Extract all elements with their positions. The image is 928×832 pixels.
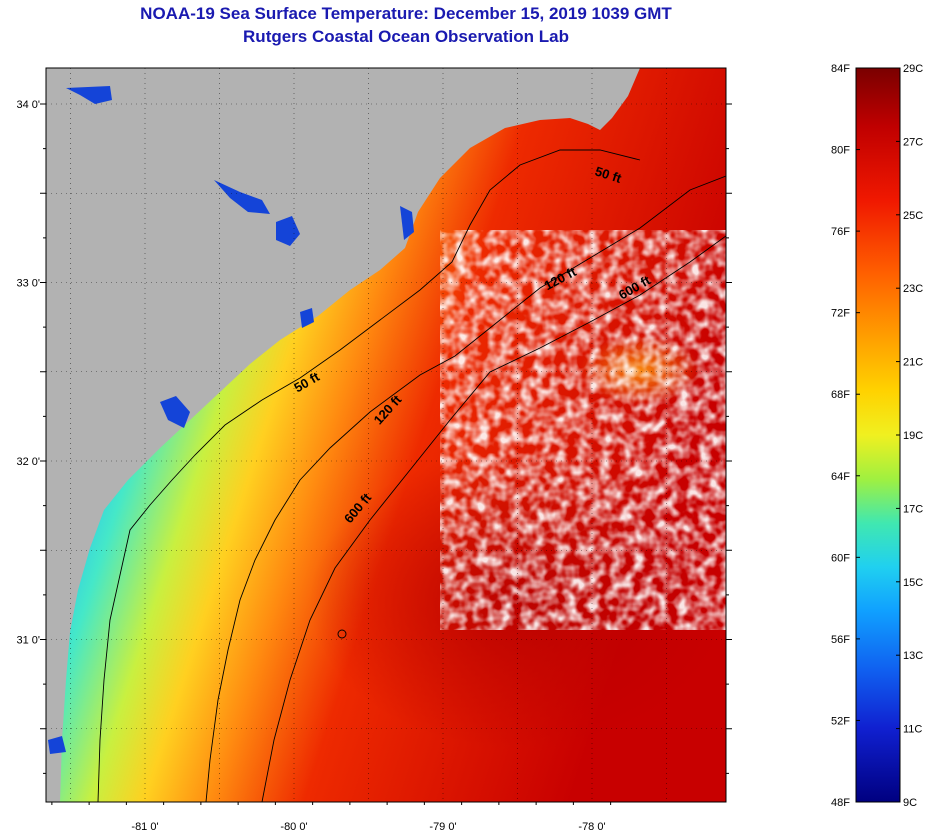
colorbar-label-fahrenheit: 60F bbox=[831, 552, 850, 564]
colorbar-label-celsius: 9C bbox=[903, 797, 917, 809]
colorbar-label-celsius: 17C bbox=[903, 503, 923, 515]
longitude-label: -80 0' bbox=[280, 821, 307, 832]
colorbar-scale bbox=[855, 67, 901, 803]
latitude-label: 31 0' bbox=[16, 635, 40, 647]
map-axis-labels: -81 0' -80 0' -79 0' -78 0' 34 0' 33 0' 32 0' 3… bbox=[16, 99, 605, 832]
map-frame bbox=[45, 67, 727, 803]
temperature-colorbar: 84F 80F 76F 72F 68F 64F 60F 56F 52F 48F 29C 27C 25C… bbox=[831, 63, 923, 809]
map-title: NOAA-19 Sea Surface Temperature: Decembe… bbox=[140, 4, 672, 23]
map-axis-ticks bbox=[40, 103, 732, 805]
colorbar-label-fahrenheit: 72F bbox=[831, 308, 850, 320]
colorbar-label-celsius: 21C bbox=[903, 357, 923, 369]
colorbar-label-fahrenheit: 76F bbox=[831, 226, 850, 238]
longitude-label: -78 0' bbox=[578, 821, 605, 832]
depth-contour-600ft bbox=[261, 235, 726, 802]
colorbar-label-fahrenheit: 56F bbox=[831, 634, 850, 646]
depth-contour-50ft bbox=[97, 149, 641, 802]
colorbar-label-celsius: 19C bbox=[903, 430, 923, 442]
colorbar-label-celsius: 25C bbox=[903, 210, 923, 222]
colorbar-label-fahrenheit: 48F bbox=[831, 797, 850, 809]
colorbar-label-fahrenheit: 84F bbox=[831, 63, 850, 75]
land-mass bbox=[46, 68, 640, 802]
colorbar-label-fahrenheit: 80F bbox=[831, 145, 850, 157]
longitude-label: -81 0' bbox=[131, 821, 158, 832]
colorbar-label-celsius: 23C bbox=[903, 283, 923, 295]
colorbar-celsius-labels: 29C 27C 25C 23C 21C 19C 17C 15C 13C 11C 9C bbox=[896, 63, 923, 809]
map-subtitle: Rutgers Coastal Ocean Observation Lab bbox=[243, 27, 569, 46]
colorbar-label-celsius: 27C bbox=[903, 136, 923, 148]
colorbar-label-celsius: 15C bbox=[903, 577, 923, 589]
colorbar-label-celsius: 13C bbox=[903, 650, 923, 662]
latitude-label: 34 0' bbox=[16, 99, 40, 111]
latitude-label: 32 0' bbox=[16, 456, 40, 468]
depth-contour-120ft bbox=[205, 175, 726, 802]
cloud-cover bbox=[440, 230, 726, 630]
colorbar-fahrenheit-labels: 84F 80F 76F 72F 68F 64F 60F 56F 52F 48F bbox=[831, 63, 860, 809]
colorbar-label-celsius: 29C bbox=[903, 63, 923, 75]
longitude-label: -79 0' bbox=[429, 821, 456, 832]
colorbar-label-fahrenheit: 64F bbox=[831, 471, 850, 483]
colorbar-label-fahrenheit: 52F bbox=[831, 715, 850, 727]
lat-lon-gridlines bbox=[46, 68, 726, 802]
latitude-label: 33 0' bbox=[16, 278, 40, 290]
colorbar-label-fahrenheit: 68F bbox=[831, 389, 850, 401]
colorbar-label-celsius: 11C bbox=[903, 724, 922, 736]
depth-contour-seamount bbox=[337, 629, 347, 639]
